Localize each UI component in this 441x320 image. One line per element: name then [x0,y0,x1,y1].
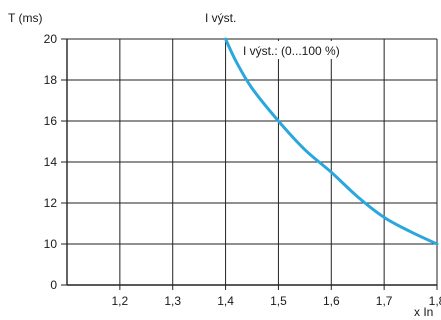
series-line [224,37,439,246]
chart-title: I výst. [205,11,236,25]
y-tick-label: 10 [44,237,58,251]
x-axis-title: x In [414,305,433,319]
y-tick-label: 14 [44,155,58,169]
y-tick-label: 12 [44,196,58,210]
grid [67,38,438,285]
y-tick-label: 20 [44,32,58,46]
x-tick-label: 1,4 [217,294,234,308]
y-tick-label: 18 [44,73,58,87]
y-axis-title: T (ms) [8,11,42,25]
axes [61,38,438,290]
series [224,37,439,246]
x-tick-label: 1,7 [376,294,393,308]
annotation-background [240,41,370,59]
annotation-label: I výst.: (0...100 %) [243,44,340,58]
x-tick-label: 1,8 [429,294,441,308]
y-tick-label: 0 [50,278,57,292]
x-tick-label: 1,5 [270,294,287,308]
y-tick-label: 16 [44,114,58,128]
tick-labels: 0 10 12 14 16 18 20 1,2 1,3 1,4 1,5 1,6 1,7 1,8 [44,32,441,308]
x-tick-label: 1,6 [323,294,340,308]
x-tick-label: 1,3 [164,294,181,308]
x-tick-label: 1,2 [112,294,129,308]
